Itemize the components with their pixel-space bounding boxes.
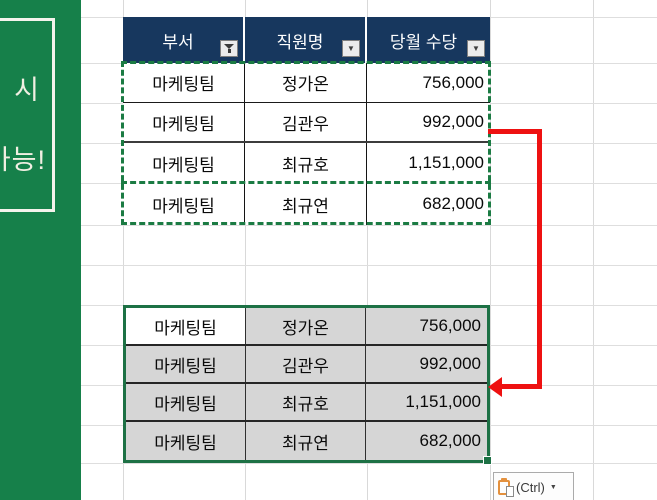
cell-amount[interactable]: 1,151,000 bbox=[408, 153, 484, 172]
cell-dept[interactable]: 마케팅팀 bbox=[123, 63, 245, 102]
cell-amount[interactable]: 1,151,000 bbox=[366, 384, 487, 420]
table-row: 마케팅팀 정가온 756,000 bbox=[126, 308, 487, 346]
gridline bbox=[81, 225, 657, 226]
cell-dept[interactable]: 마케팅팀 bbox=[123, 103, 245, 141]
cell-amount[interactable]: 992,000 bbox=[422, 112, 484, 131]
clipboard-icon bbox=[498, 478, 514, 497]
active-cell-dept[interactable]: 마케팅팀 bbox=[126, 308, 246, 344]
cell-dept[interactable]: 마케팅팀 bbox=[123, 143, 245, 183]
table-row: 마케팅팀 최규연 682,000 bbox=[126, 422, 487, 460]
cell-dept[interactable]: 마케팅팀 bbox=[126, 346, 246, 382]
dropdown-arrow-icon[interactable]: ▼ bbox=[467, 40, 485, 57]
cell-name[interactable]: 최규연 bbox=[245, 183, 367, 225]
arrow-glyph: ▼ bbox=[347, 43, 355, 53]
table-row: 마케팅팀 최규연 682,000 bbox=[123, 183, 490, 225]
cell-dept[interactable]: 마케팅팀 bbox=[126, 422, 246, 460]
panel-caption-line1: 시 bbox=[14, 75, 40, 105]
panel-caption-line2: 가능! bbox=[0, 145, 46, 175]
clipboard-page bbox=[506, 486, 514, 497]
header-label: 직원명 bbox=[276, 32, 324, 52]
cell-name[interactable]: 최규호 bbox=[245, 143, 367, 183]
fill-handle[interactable] bbox=[483, 456, 492, 465]
cell-name[interactable]: 최규연 bbox=[246, 422, 366, 460]
red-arrow-head bbox=[488, 377, 502, 397]
panel-border-box bbox=[0, 18, 55, 212]
arrow-glyph: ▼ bbox=[472, 43, 480, 53]
gridline bbox=[123, 0, 124, 500]
funnel-filter-icon[interactable] bbox=[220, 40, 238, 57]
gridline bbox=[81, 265, 657, 266]
cell-name[interactable]: 정가온 bbox=[245, 63, 367, 102]
source-rows: 마케팅팀 정가온 756,000 마케팅팀 김관우 992,000 마케팅팀 최… bbox=[123, 63, 490, 225]
source-table: 부서 직원명 ▼ 당월 수당 ▼ 마케팅팀 bbox=[121, 17, 491, 225]
table-row: 마케팅팀 최규호 1,151,000 bbox=[123, 143, 490, 183]
table-row: 마케팅팀 최규호 1,151,000 bbox=[126, 384, 487, 422]
paste-options-button[interactable]: (Ctrl) ▼ bbox=[493, 472, 574, 500]
dropdown-arrow-icon[interactable]: ▼ bbox=[342, 40, 360, 57]
cell-amount[interactable]: 992,000 bbox=[366, 346, 487, 382]
table-row: 마케팅팀 김관우 992,000 bbox=[126, 346, 487, 384]
header-label: 당월 수당 bbox=[389, 32, 458, 52]
cell-amount[interactable]: 756,000 bbox=[422, 72, 484, 92]
cell-name[interactable]: 김관우 bbox=[245, 103, 367, 141]
gridline bbox=[593, 0, 594, 500]
pasted-table-selection: 마케팅팀 정가온 756,000 마케팅팀 김관우 992,000 마케팅팀 최… bbox=[123, 305, 492, 465]
header-row: 부서 직원명 ▼ 당월 수당 ▼ bbox=[123, 17, 490, 63]
green-side-panel: 시 가능! bbox=[0, 0, 81, 500]
table-row: 마케팅팀 김관우 992,000 bbox=[123, 103, 490, 143]
header-cell-amount[interactable]: 당월 수당 ▼ bbox=[367, 17, 490, 63]
gridline bbox=[245, 0, 246, 500]
funnel-stem bbox=[227, 49, 231, 53]
header-cell-name[interactable]: 직원명 ▼ bbox=[245, 17, 367, 63]
table-row: 마케팅팀 정가온 756,000 bbox=[123, 63, 490, 103]
cell-name[interactable]: 김관우 bbox=[246, 346, 366, 382]
cell-amount[interactable]: 756,000 bbox=[366, 308, 487, 344]
gridline bbox=[367, 0, 368, 500]
funnel-glyph bbox=[224, 44, 234, 49]
paste-options-label: (Ctrl) bbox=[516, 480, 545, 495]
chevron-down-icon[interactable]: ▼ bbox=[549, 484, 557, 491]
cell-amount[interactable]: 682,000 bbox=[366, 422, 487, 460]
clipboard-clip bbox=[501, 478, 507, 482]
header-label: 부서 bbox=[162, 32, 194, 52]
gridline bbox=[490, 0, 491, 500]
cell-name[interactable]: 최규호 bbox=[246, 384, 366, 420]
red-arrow-segment-top bbox=[488, 129, 542, 134]
gridline bbox=[81, 463, 657, 464]
cell-name[interactable]: 정가온 bbox=[246, 308, 366, 344]
cell-amount[interactable]: 682,000 bbox=[422, 194, 484, 213]
red-arrow-segment-bottom bbox=[500, 384, 542, 389]
cell-dept[interactable]: 마케팅팀 bbox=[123, 183, 245, 225]
header-cell-dept[interactable]: 부서 bbox=[123, 17, 245, 63]
cell-dept[interactable]: 마케팅팀 bbox=[126, 384, 246, 420]
red-arrow-segment-vertical bbox=[537, 129, 542, 389]
